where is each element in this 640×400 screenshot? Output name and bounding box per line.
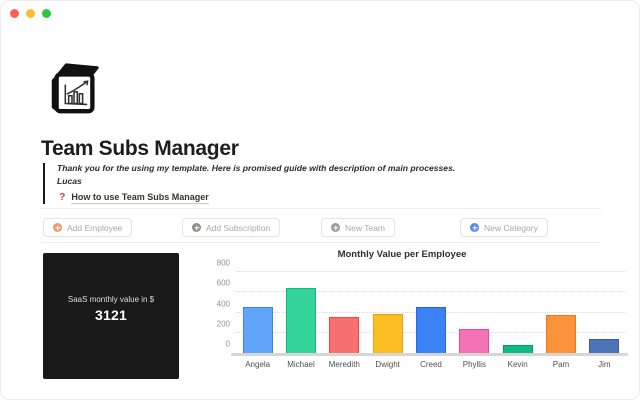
- page-icon-cube-chart[interactable]: [45, 59, 103, 117]
- divider-bottom: [41, 242, 601, 243]
- minimize-window-button[interactable]: [26, 9, 35, 18]
- action-button-label: New Team: [345, 222, 385, 233]
- actions-row: Add Employee Add Subscription New Team New …: [43, 218, 599, 237]
- y-axis-tick-label: 600: [216, 278, 230, 288]
- bar-slot-kevin: Kevin: [496, 272, 539, 369]
- x-axis-tick-label: Creed: [420, 360, 442, 369]
- x-axis-tick-label: Meredith: [328, 360, 360, 369]
- window-controls: [10, 9, 51, 18]
- page-title: Team Subs Manager: [41, 137, 239, 160]
- bar-series: Angela Michael Meredith Dwight Creed Phyllis K…: [236, 272, 626, 369]
- action-button-add-employee[interactable]: Add Employee: [43, 218, 133, 237]
- y-axis-tick-label: 200: [216, 319, 230, 329]
- kpi-value: 3121: [95, 307, 127, 323]
- x-axis-tick-label: Angela: [245, 360, 271, 369]
- plus-circle-icon: [192, 223, 201, 232]
- bar-slot-dwight: Dwight: [366, 272, 409, 369]
- action-button-label: Add Employee: [67, 222, 123, 233]
- x-axis-tick-label: Dwight: [375, 360, 400, 369]
- plus-circle-icon: [470, 223, 479, 232]
- bar-kevin: [502, 344, 533, 353]
- chart-title: Monthly Value per Employee: [337, 249, 467, 260]
- bar-chart: Monthly Value per Employee 0 200 400 600 800…: [206, 246, 628, 381]
- y-axis-tick-label: 800: [216, 258, 230, 268]
- x-axis-tick-label: Jim: [598, 360, 611, 369]
- x-axis-tick-label: Michael: [287, 360, 315, 369]
- guide-page-link[interactable]: How to use Team Subs Manager: [71, 191, 209, 204]
- bar-slot-phyllis: Phyllis: [453, 272, 496, 369]
- quote-author: Lucas: [57, 175, 82, 186]
- action-button-new-team[interactable]: New Team: [321, 218, 395, 237]
- growth-chart-glyph: [64, 80, 89, 106]
- kpi-label: SaaS monthly value in $: [67, 295, 155, 304]
- action-button-new-category[interactable]: New Category: [460, 218, 548, 237]
- chart-plot: 0 200 400 600 800 Angela Michael Meredith Dwight…: [217, 259, 628, 369]
- quote-text: Thank you for the using my template. Her…: [57, 163, 456, 173]
- action-button-label: New Category: [484, 222, 538, 233]
- bar-dwight: [372, 314, 403, 353]
- x-axis-line: [231, 353, 628, 356]
- bar-slot-jim: Jim: [583, 272, 626, 369]
- bar-slot-meredith: Meredith: [323, 272, 366, 369]
- action-button-label: Add Subscription: [206, 222, 271, 233]
- y-axis-tick-label: 0: [225, 339, 230, 349]
- bar-michael: [285, 287, 316, 353]
- bar-angela: [242, 307, 273, 353]
- y-axis-tick-label: 400: [216, 299, 230, 308]
- x-axis-tick-label: Pam: [552, 360, 570, 369]
- guide-link-row: ? How to use Team Subs Manager: [57, 192, 563, 204]
- gridline: [236, 271, 626, 272]
- bar-jim: [589, 339, 620, 353]
- gridline: [236, 291, 626, 293]
- bar-phyllis: [459, 328, 490, 353]
- bar-slot-creed: Creed: [409, 272, 452, 369]
- close-window-button[interactable]: [10, 9, 19, 18]
- question-mark-icon: ?: [59, 191, 66, 204]
- quote-block: Thank you for the using my template. Her…: [43, 163, 563, 204]
- maximize-window-button[interactable]: [42, 9, 51, 18]
- action-button-add-subscription[interactable]: Add Subscription: [182, 218, 281, 237]
- bar-pam: [545, 315, 576, 353]
- x-axis-tick-label: Kevin: [507, 360, 528, 369]
- divider-top: [41, 208, 601, 209]
- plus-circle-icon: [331, 223, 340, 232]
- kpi-card: SaaS monthly value in $ 3121: [43, 253, 179, 379]
- plus-circle-icon: [53, 223, 62, 232]
- bar-meredith: [329, 316, 360, 353]
- bar-slot-angela: Angela: [236, 272, 279, 369]
- bar-creed: [415, 306, 446, 353]
- x-axis-tick-label: Phyllis: [462, 360, 486, 369]
- bar-slot-pam: Pam: [539, 272, 582, 369]
- bar-slot-michael: Michael: [279, 272, 322, 369]
